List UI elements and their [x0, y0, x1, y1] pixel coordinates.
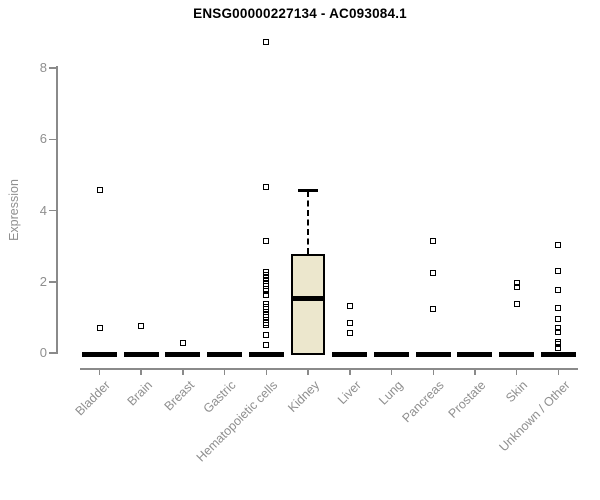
y-tick-label: 0	[39, 345, 47, 360]
zero-box-bar	[207, 351, 243, 357]
outlier-point	[555, 315, 562, 322]
outlier-point	[263, 322, 270, 329]
zero-box-bar	[165, 351, 201, 357]
outlier-point	[555, 341, 562, 348]
outlier-point	[346, 320, 353, 327]
outlier-point	[555, 267, 562, 274]
x-tick-label: Brain	[124, 378, 156, 409]
x-tick-label: Skin	[503, 378, 531, 406]
outlier-point	[430, 237, 437, 244]
x-axis-tick	[223, 368, 226, 375]
outlier-point	[179, 340, 186, 347]
outlier-point	[263, 292, 270, 299]
x-axis-tick	[98, 368, 101, 375]
x-tick-label: Liver	[334, 378, 364, 408]
x-axis-tick	[432, 368, 434, 375]
outlier-point	[263, 342, 270, 349]
outlier-point	[96, 325, 103, 332]
x-tick-label: Lung	[375, 378, 406, 408]
outlier-point	[263, 183, 270, 190]
outlier-point	[263, 331, 270, 338]
x-axis-tick	[307, 368, 309, 375]
outlier-point	[555, 305, 562, 312]
zero-box-bar	[123, 351, 159, 357]
x-axis-tick	[390, 368, 393, 375]
y-axis-tick	[49, 352, 56, 354]
outlier-point	[513, 279, 520, 286]
x-axis-tick	[515, 368, 518, 375]
y-axis-line	[56, 66, 58, 354]
y-axis-tick	[49, 209, 56, 212]
x-tick-label: Breast	[161, 378, 197, 414]
x-axis-line	[80, 368, 578, 370]
outlier-point	[263, 237, 270, 244]
chart-title: ENSG00000227134 - AC093084.1	[193, 6, 407, 21]
x-tick-label: Hematopoietic cells	[193, 378, 281, 465]
zero-box-bar	[332, 351, 368, 357]
x-axis-tick	[557, 368, 560, 375]
outlier-point	[555, 328, 562, 335]
x-axis-tick	[349, 368, 351, 375]
y-tick-label: 8	[39, 60, 47, 75]
outlier-point	[555, 242, 562, 249]
x-tick-label: Kidney	[285, 378, 323, 415]
outlier-point	[96, 187, 103, 194]
outlier-point	[263, 269, 270, 276]
y-axis-tick	[49, 67, 56, 69]
outlier-point	[555, 286, 562, 293]
x-axis-tick	[265, 368, 268, 375]
zero-box-bar	[248, 351, 284, 357]
x-tick-label: Gastric	[200, 378, 239, 416]
y-tick-label: 6	[39, 131, 47, 147]
outlier-point	[263, 288, 270, 295]
y-axis-tick	[49, 138, 56, 140]
x-tick-label: Pancreas	[399, 378, 448, 426]
zero-box-bar	[540, 351, 576, 357]
x-axis-tick	[140, 368, 142, 375]
outlier-point	[346, 302, 353, 309]
upper-whisker	[307, 190, 310, 254]
outlier-point	[513, 284, 520, 291]
x-axis-tick	[474, 368, 476, 375]
y-tick-label: 2	[39, 273, 47, 289]
outlier-point	[263, 38, 270, 45]
zero-box-bar	[415, 351, 451, 357]
x-tick-label: Prostate	[446, 378, 489, 421]
box-iqr	[291, 253, 326, 355]
outlier-point	[513, 300, 520, 307]
outlier-point	[138, 322, 145, 329]
median-line	[291, 296, 326, 302]
zero-box-bar	[457, 351, 493, 357]
upper-whisker-cap	[298, 189, 319, 193]
outlier-point	[346, 329, 353, 336]
zero-box-bar	[374, 351, 410, 357]
y-axis-tick	[49, 281, 56, 283]
x-axis-tick	[182, 368, 184, 375]
outlier-point	[555, 325, 562, 332]
outlier-point	[430, 305, 437, 312]
x-tick-label: Bladder	[73, 378, 114, 419]
outlier-point	[555, 345, 562, 352]
y-tick-label: 4	[39, 202, 47, 218]
zero-box-bar	[82, 351, 117, 357]
outlier-point	[430, 270, 437, 277]
zero-box-bar	[499, 351, 535, 357]
